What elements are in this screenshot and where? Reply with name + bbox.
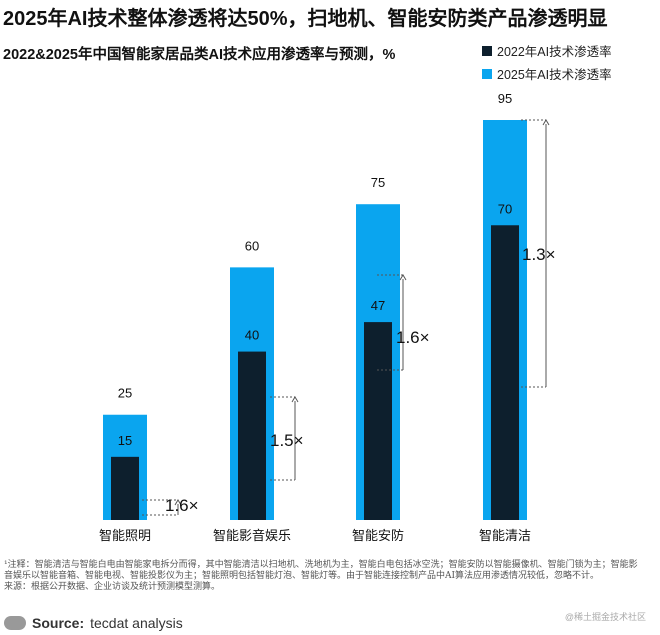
multiplier-label: 1.3× bbox=[522, 245, 556, 264]
bar-2022 bbox=[491, 225, 519, 520]
arrow-icon bbox=[291, 396, 299, 403]
data-label-2022: 70 bbox=[498, 201, 512, 216]
data-label-2025: 75 bbox=[371, 175, 385, 190]
source-text: tecdat analysis bbox=[90, 615, 183, 631]
data-label-2025: 95 bbox=[498, 91, 512, 106]
legend-label-2025: 2025年AI技术渗透率 bbox=[497, 68, 612, 82]
bracket-dashes bbox=[521, 119, 546, 388]
footnote: ¹注释：智能清洁与智能白电由智能家电拆分而得，其中智能清洁以扫地机、洗地机为主，… bbox=[4, 560, 644, 593]
multiplier-label: 1.6× bbox=[165, 496, 199, 515]
category-label: 智能清洁 bbox=[479, 528, 531, 543]
legend-label-2022: 2022年AI技术渗透率 bbox=[497, 45, 612, 59]
category-label: 智能照明 bbox=[99, 528, 151, 543]
legend-swatch-2022 bbox=[482, 45, 492, 56]
bar-2022 bbox=[364, 322, 392, 520]
bracket-dashes bbox=[142, 499, 178, 516]
chart-subtitle: 2022&2025年中国智能家居品类AI技术应用渗透率与预测，% bbox=[3, 47, 396, 63]
bracket-dashes bbox=[377, 274, 403, 371]
legend-item-2025: 2025年AI技术渗透率 bbox=[482, 64, 612, 83]
category-label: 智能安防 bbox=[352, 528, 404, 543]
legend-swatch-2025 bbox=[482, 68, 492, 79]
data-label-2025: 60 bbox=[245, 238, 259, 253]
multiplier-label: 1.5× bbox=[270, 431, 304, 450]
category-label: 智能影音娱乐 bbox=[213, 528, 291, 543]
footnote-note: ¹注释：智能清洁与智能白电由智能家电拆分而得，其中智能清洁以扫地机、洗地机为主，… bbox=[4, 560, 638, 581]
data-label-2022: 47 bbox=[371, 298, 385, 313]
source-label: Source: bbox=[32, 615, 85, 631]
footnote-source: 来源：根据公开数据、企业访谈及统计预测模型测算。 bbox=[4, 582, 221, 592]
watermark: @稀土掘金技术社区 bbox=[564, 612, 646, 622]
bar-2022 bbox=[111, 456, 139, 520]
bar-2022 bbox=[238, 351, 266, 520]
data-label-2025: 25 bbox=[118, 386, 132, 401]
tecdat-logo bbox=[4, 616, 26, 630]
data-label-2022: 40 bbox=[245, 328, 259, 343]
bar-chart: 25 15 智能照明 1.6× 60 40 智能影音娱乐 1.5× 75 47 智能安防 1.6× 95… bbox=[99, 91, 556, 543]
page-title: 2025年AI技术整体渗透将达50%，扫地机、智能安防类产品渗透明显 bbox=[3, 8, 608, 30]
multiplier-label: 1.6× bbox=[396, 328, 430, 347]
arrow-icon bbox=[174, 499, 182, 506]
arrow-icon bbox=[542, 119, 550, 126]
arrow-icon bbox=[399, 274, 407, 281]
legend-item-2022: 2022年AI技术渗透率 bbox=[482, 41, 612, 60]
data-label-2022: 15 bbox=[118, 433, 132, 448]
bracket-dashes bbox=[270, 396, 295, 481]
source-line: Source: tecdat analysis bbox=[4, 615, 183, 631]
